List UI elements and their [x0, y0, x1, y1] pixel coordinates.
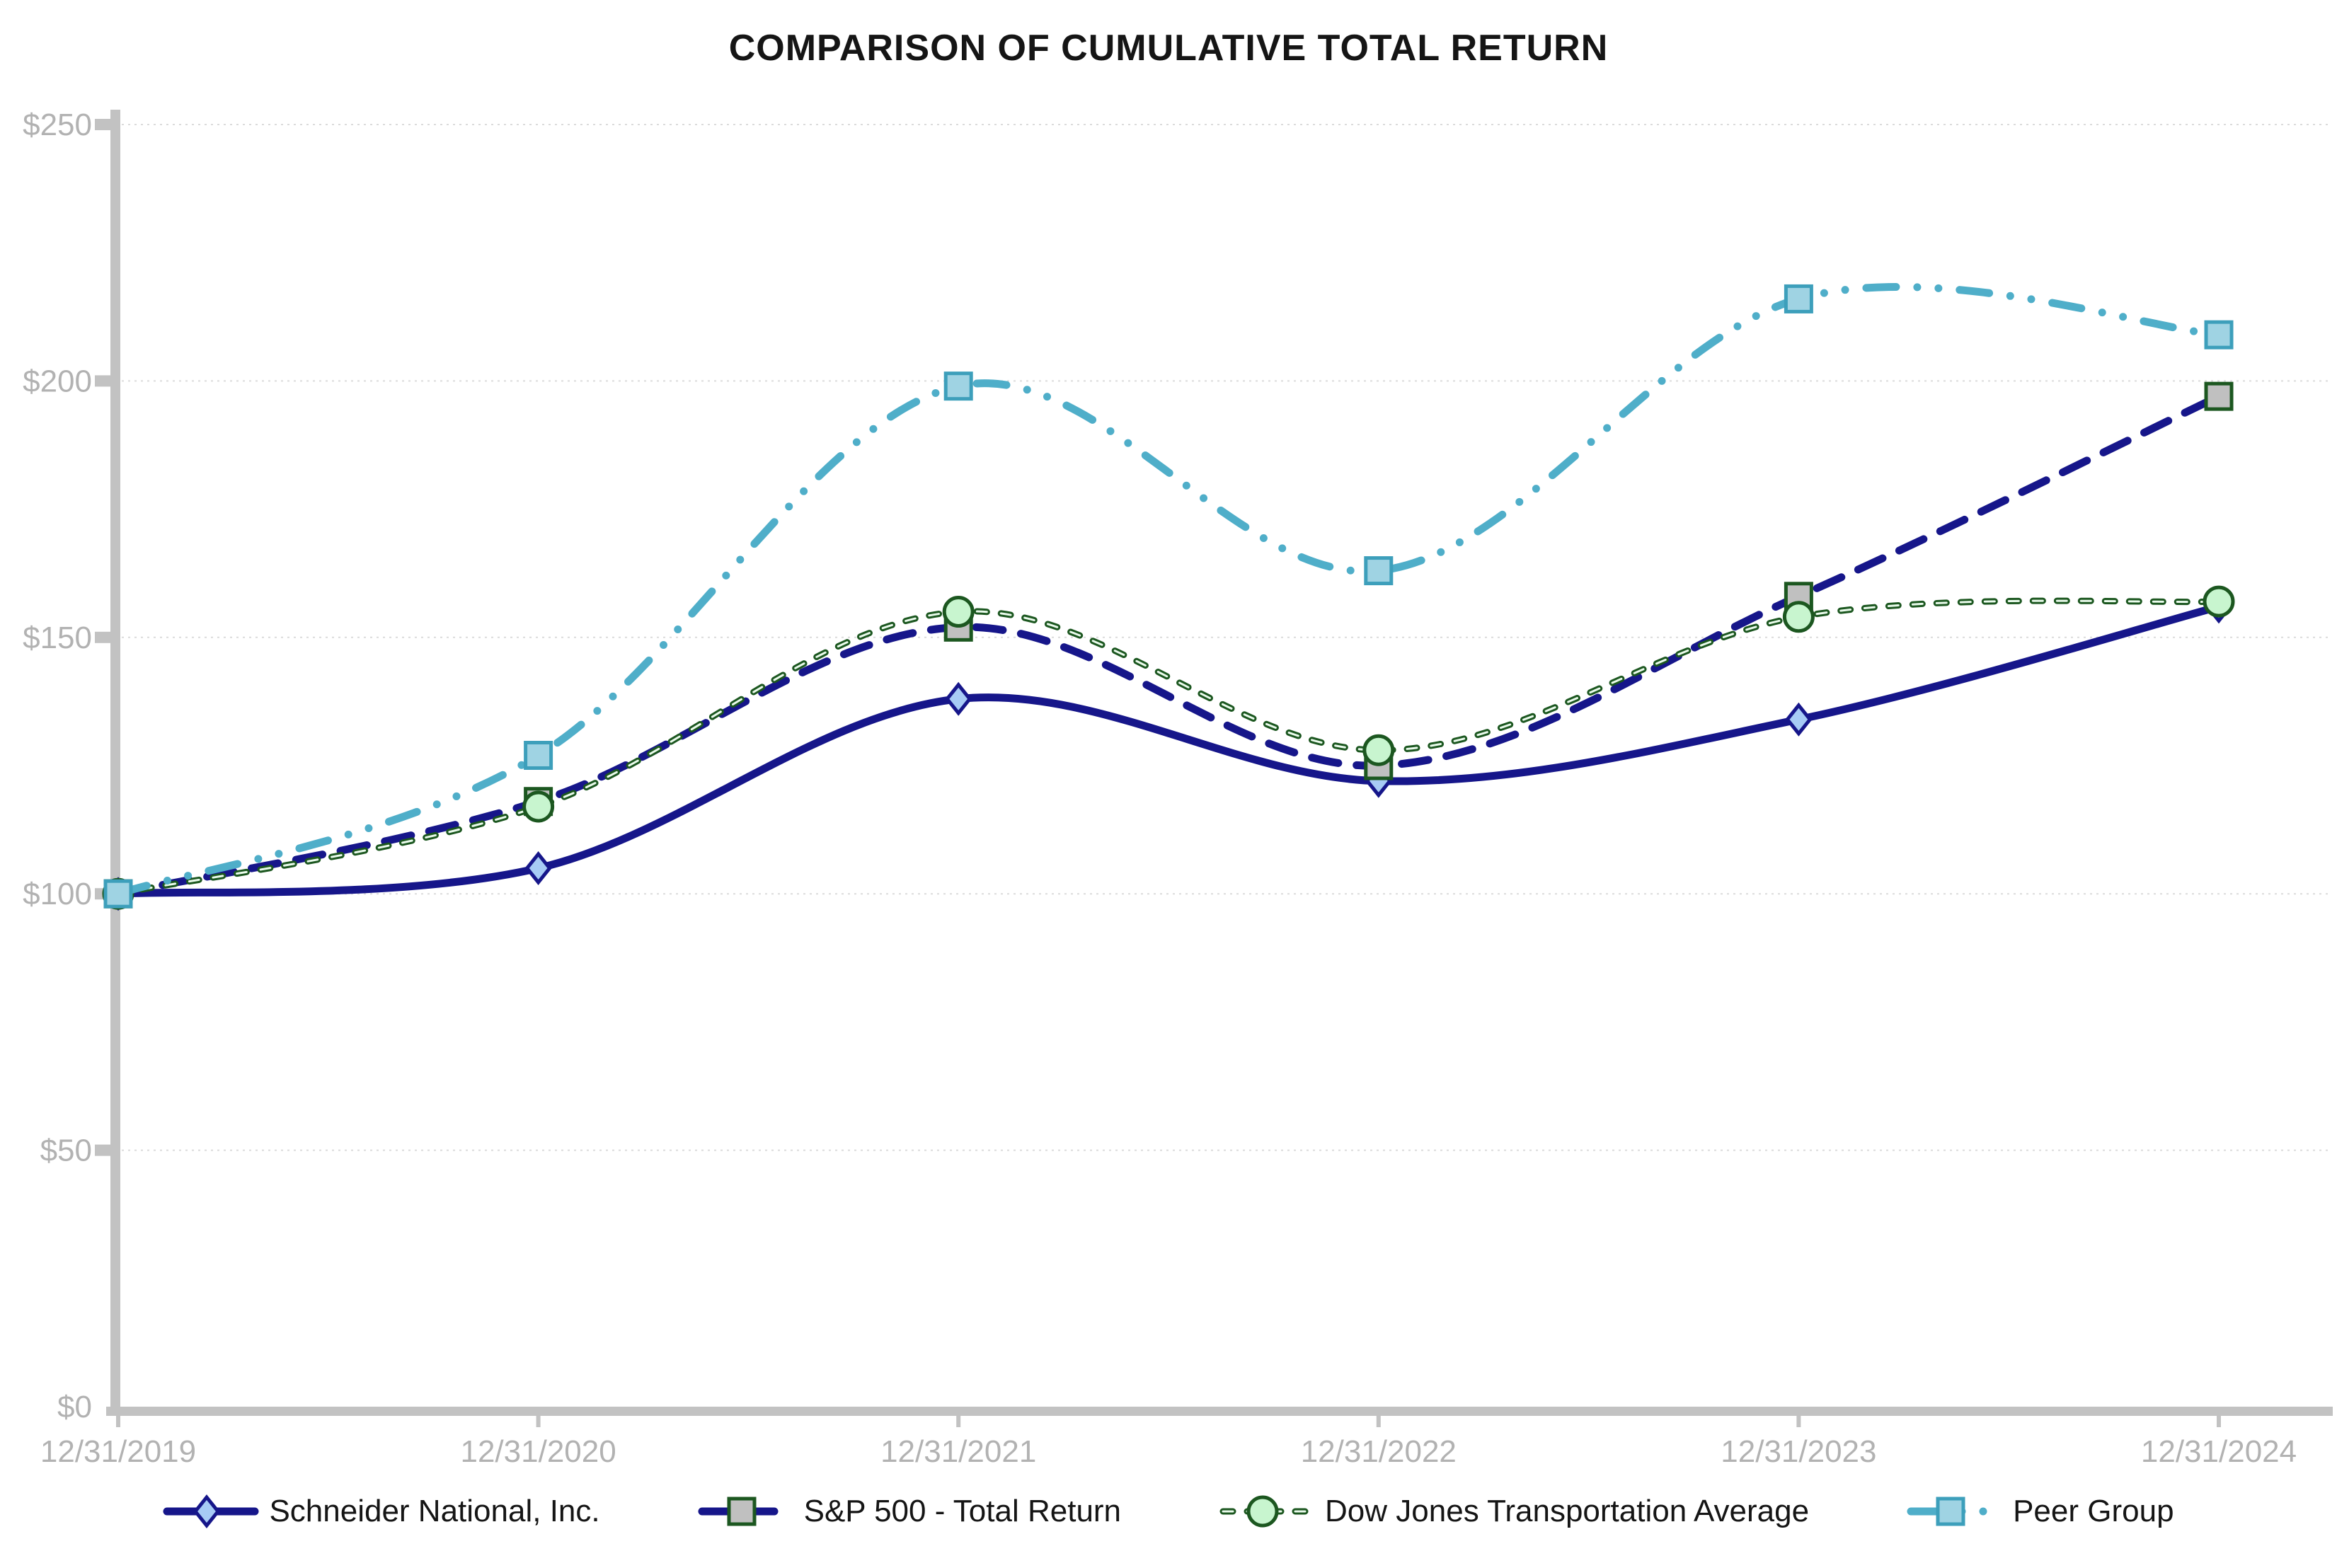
series-schneider-national-inc [104, 589, 2233, 911]
legend-item-dow-jones-transportation-average: Dow Jones Transportation Average [1219, 1492, 1809, 1531]
marker-dow-jones-transportation-average [1782, 601, 1815, 633]
marker-peer-group [2204, 320, 2234, 350]
y-tick-label-250: $250 [23, 108, 92, 142]
marker-peer-group [943, 371, 973, 401]
x-tick-label-5: 12/31/2024 [2141, 1434, 2297, 1469]
x-tick-1 [536, 1416, 541, 1427]
legend-label-s-p-500-total-return: S&P 500 - Total Return [803, 1494, 1122, 1528]
x-tick-label-1: 12/31/2020 [460, 1434, 616, 1469]
legend-glyph-schneider-national-inc [163, 1494, 259, 1529]
marker-schneider-national-inc [1785, 702, 1813, 737]
y-axis-line [110, 110, 120, 1416]
y-tick-label-150: $150 [23, 621, 92, 655]
legend-item-peer-group: Peer Group [1907, 1492, 2174, 1531]
series-line-s-p-500-total-return [114, 392, 2223, 898]
marker-dow-jones-transportation-average [942, 596, 975, 628]
marker-peer-group [1784, 284, 1813, 313]
series-line-dow-jones-transportation-average [115, 597, 2222, 897]
legend-glyph-s-p-500-total-return [698, 1497, 794, 1526]
legend-label-dow-jones-transportation-average: Dow Jones Transportation Average [1325, 1494, 1810, 1528]
marker-peer-group [1364, 556, 1394, 586]
x-tick-label-3: 12/31/2022 [1301, 1434, 1457, 1469]
marker-dow-jones-transportation-average [2203, 585, 2235, 618]
legend-glyph-peer-group [1907, 1497, 2003, 1526]
marker-dow-jones-transportation-average [522, 790, 555, 823]
marker-s-p-500-total-return [727, 1497, 757, 1526]
y-tick-150 [95, 631, 110, 643]
series-s-p-500-total-return [103, 381, 2234, 909]
series-dow-jones-transportation-average [102, 585, 2235, 910]
y-tick-250 [95, 119, 110, 130]
x-tick-0 [116, 1416, 120, 1427]
x-tick-label-0: 12/31/2019 [40, 1434, 196, 1469]
y-tick-label-100: $100 [23, 877, 92, 911]
x-tick-3 [1376, 1416, 1381, 1427]
y-tick-50 [95, 1144, 110, 1156]
x-tick-5 [2217, 1416, 2221, 1427]
marker-schneider-national-inc [944, 681, 972, 716]
y-tick-label-0: $0 [57, 1390, 92, 1424]
series-line-peer-group [114, 283, 2223, 898]
legend-label-peer-group: Peer Group [2013, 1494, 2174, 1528]
series-peer-group [103, 283, 2234, 909]
series-line-core-dow-jones-transportation-average [117, 599, 2220, 895]
x-axis-line [106, 1407, 2333, 1416]
x-tick-label-4: 12/31/2023 [1721, 1434, 1876, 1469]
x-tick-label-2: 12/31/2021 [880, 1434, 1036, 1469]
x-tick-2 [956, 1416, 961, 1427]
legend-item-s-p-500-total-return: S&P 500 - Total Return [698, 1492, 1121, 1531]
marker-s-p-500-total-return [2204, 381, 2234, 411]
series-line-schneider-national-inc [114, 602, 2223, 898]
legend-label-schneider-national-inc: Schneider National, Inc. [269, 1494, 600, 1528]
marker-peer-group [524, 741, 553, 771]
legend-glyph-dow-jones-transportation-average [1219, 1495, 1314, 1528]
marker-dow-jones-transportation-average [1362, 734, 1395, 766]
x-tick-4 [1796, 1416, 1801, 1427]
marker-schneider-national-inc [524, 851, 552, 885]
marker-dow-jones-transportation-average [1246, 1495, 1279, 1528]
marker-peer-group [1936, 1497, 1965, 1526]
legend-item-schneider-national-inc: Schneider National, Inc. [163, 1492, 600, 1531]
chart-legend: Schneider National, Inc. S&P 500 - Total … [0, 1492, 2337, 1531]
y-tick-label-50: $50 [40, 1134, 92, 1168]
y-tick-200 [95, 375, 110, 387]
marker-schneider-national-inc [193, 1494, 221, 1529]
y-tick-label-200: $200 [23, 364, 92, 398]
chart-title: COMPARISON OF CUMULATIVE TOTAL RETURN [728, 28, 1609, 69]
marker-peer-group [103, 879, 133, 909]
